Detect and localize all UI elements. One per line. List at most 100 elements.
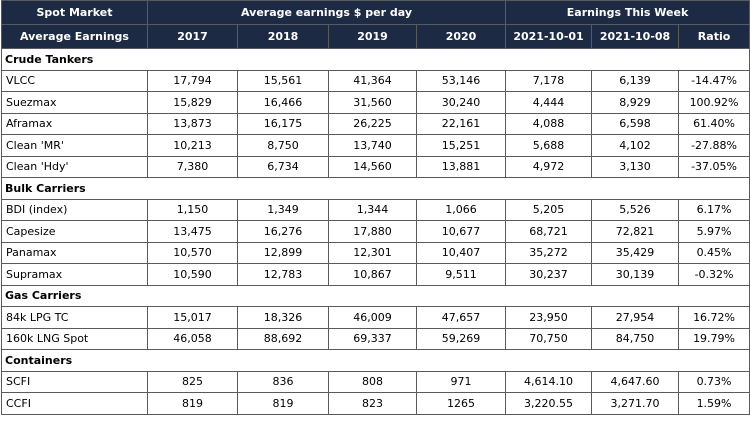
- table-cell: 46,009: [328, 306, 417, 329]
- table-row: Clean 'MR' 10,213 8,750 13,740 15,251 5,688 4,…: [1, 134, 750, 157]
- table-cell: 0.45%: [678, 241, 750, 264]
- table-cell: 3,220.55: [505, 392, 593, 415]
- row-label: 84k LPG TC: [1, 306, 148, 329]
- column-header: 2021-10-01: [505, 24, 593, 49]
- section-title: Gas Carriers: [0, 284, 750, 307]
- table-cell: 72,821: [591, 220, 680, 243]
- column-header: 2019: [328, 24, 417, 49]
- table-row: VLCC 17,794 15,561 41,364 53,146 7,178 6,139 -1…: [1, 69, 750, 92]
- table-cell: 836: [237, 370, 329, 393]
- table-row: Suezmax 15,829 16,466 31,560 30,240 4,444 8,92…: [1, 91, 750, 114]
- table-cell: 53,146: [415, 69, 507, 92]
- table-cell: -27.88%: [678, 134, 750, 157]
- table-cell: 7,178: [505, 69, 593, 92]
- table-cell: 15,561: [237, 69, 329, 92]
- section-header-row: Bulk Carriers: [0, 177, 750, 200]
- row-label: Capesize: [1, 220, 148, 243]
- table-cell: 13,740: [328, 134, 417, 157]
- table-cell: 59,269: [415, 327, 507, 350]
- table-cell: 16,466: [237, 91, 329, 114]
- table-cell: 7,380: [147, 155, 238, 178]
- table-cell: 100.92%: [678, 91, 750, 114]
- table-cell: 23,950: [505, 306, 593, 329]
- table-cell: 3,271.70: [591, 392, 680, 415]
- table-cell: 4,647.60: [591, 370, 680, 393]
- table-cell: 69,337: [328, 327, 417, 350]
- table-cell: 68,721: [505, 220, 593, 243]
- table-body: Crude Tankers VLCC 17,794 15,561 41,364 53,14…: [0, 48, 750, 415]
- table-cell: 47,657: [415, 306, 507, 329]
- table-cell: 16.72%: [678, 306, 750, 329]
- row-label: Clean 'MR': [1, 134, 148, 157]
- table-row: CCFI 819 819 823 1265 3,220.55 3,271.70 1.59%: [1, 392, 750, 415]
- table-cell: 4,088: [505, 112, 593, 135]
- table-row: Clean 'Hdy' 7,380 6,734 14,560 13,881 4,972 3,…: [1, 155, 750, 178]
- table-cell: 1.59%: [678, 392, 750, 415]
- table-cell: 15,017: [147, 306, 238, 329]
- table-cell: 819: [147, 392, 238, 415]
- table-cell: 4,102: [591, 134, 680, 157]
- table-cell: 823: [328, 392, 417, 415]
- table-row: 84k LPG TC 15,017 18,326 46,009 47,657 23,950…: [1, 306, 750, 329]
- table-cell: 3,130: [591, 155, 680, 178]
- table-cell: 61.40%: [678, 112, 750, 135]
- table-cell: 1265: [415, 392, 507, 415]
- section-header-row: Crude Tankers: [0, 48, 750, 71]
- column-header: 2020: [415, 24, 507, 49]
- table-cell: 19.79%: [678, 327, 750, 350]
- table-cell: 10,570: [147, 241, 238, 264]
- section-title: Bulk Carriers: [0, 177, 750, 200]
- table-cell: 5,526: [591, 198, 680, 221]
- table-cell: 12,301: [328, 241, 417, 264]
- table-row: 160k LNG Spot 46,058 88,692 69,337 59,269 70,…: [1, 327, 750, 350]
- section-title: Crude Tankers: [0, 48, 750, 71]
- table-cell: 30,139: [591, 263, 680, 286]
- table-cell: 10,213: [147, 134, 238, 157]
- section-header-row: Gas Carriers: [0, 284, 750, 307]
- table-cell: 0.73%: [678, 370, 750, 393]
- table-cell: 13,475: [147, 220, 238, 243]
- column-header: 2021-10-08: [591, 24, 680, 49]
- spot-market-header: Spot Market: [1, 0, 148, 25]
- table-cell: 5,205: [505, 198, 593, 221]
- section-header-row: Containers: [0, 349, 750, 372]
- avg-earnings-per-day-header: Average earnings $ per day: [146, 0, 507, 25]
- row-label: Panamax: [1, 241, 148, 264]
- row-label: Aframax: [1, 112, 148, 135]
- table-cell: 9,511: [415, 263, 507, 286]
- table-row: Supramax 10,590 12,783 10,867 9,511 30,237 30,…: [1, 263, 750, 286]
- table-cell: 5.97%: [678, 220, 750, 243]
- table-cell: 84,750: [591, 327, 680, 350]
- table-cell: 12,783: [237, 263, 329, 286]
- table-cell: 18,326: [237, 306, 329, 329]
- column-header: Ratio: [678, 24, 750, 49]
- table-cell: 1,150: [147, 198, 238, 221]
- table-cell: 825: [147, 370, 238, 393]
- table-cell: 6,598: [591, 112, 680, 135]
- table-cell: 12,899: [237, 241, 329, 264]
- table-cell: 8,929: [591, 91, 680, 114]
- row-label: Suezmax: [1, 91, 148, 114]
- table-cell: 6,139: [591, 69, 680, 92]
- table-cell: 6.17%: [678, 198, 750, 221]
- table-cell: 41,364: [328, 69, 417, 92]
- table-cell: 15,251: [415, 134, 507, 157]
- column-header: 2018: [237, 24, 329, 49]
- row-label: BDI (index): [1, 198, 148, 221]
- table-cell: 16,276: [237, 220, 329, 243]
- table-cell: 971: [415, 370, 507, 393]
- table-row: BDI (index) 1,150 1,349 1,344 1,066 5,205 5,52…: [1, 198, 750, 221]
- table-cell: 4,972: [505, 155, 593, 178]
- row-label: CCFI: [1, 392, 148, 415]
- row-label: Clean 'Hdy': [1, 155, 148, 178]
- table-cell: 30,240: [415, 91, 507, 114]
- table-cell: 14,560: [328, 155, 417, 178]
- earnings-this-week-header: Earnings This Week: [505, 0, 750, 25]
- column-header: 2017: [147, 24, 238, 49]
- table-cell: 10,407: [415, 241, 507, 264]
- table-row: Capesize 13,475 16,276 17,880 10,677 68,721 72…: [1, 220, 750, 243]
- table-cell: 70,750: [505, 327, 593, 350]
- table-cell: 16,175: [237, 112, 329, 135]
- table-cell: 88,692: [237, 327, 329, 350]
